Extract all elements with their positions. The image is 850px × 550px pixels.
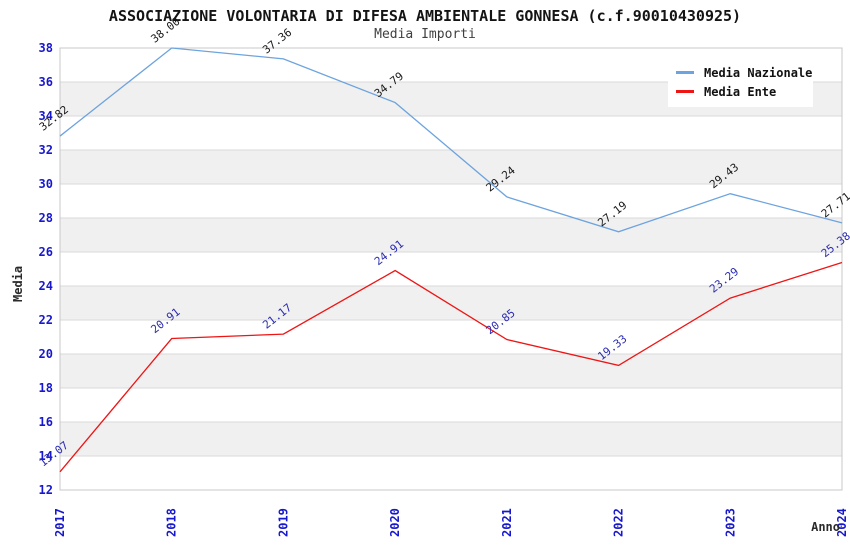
svg-text:27.71: 27.71	[819, 190, 850, 221]
svg-text:18: 18	[39, 381, 53, 395]
series-line-media-nazionale	[59, 47, 843, 233]
svg-text:34: 34	[39, 109, 53, 123]
x-tick-labels: 2017 2018 2019 2020 2021 2022 2023 2024	[53, 508, 849, 537]
legend-label-media-ente: Media Ente	[704, 84, 777, 99]
svg-text:12: 12	[39, 483, 53, 497]
svg-text:2023: 2023	[723, 508, 737, 537]
svg-text:26: 26	[39, 245, 53, 259]
svg-text:28: 28	[39, 211, 53, 225]
chart-subtitle: Media Importi	[374, 27, 476, 42]
svg-text:2024: 2024	[835, 508, 849, 537]
svg-text:38.00: 38.00	[149, 15, 183, 46]
plot-border	[59, 47, 843, 491]
series-line-media-ente	[59, 261, 843, 473]
legend-item-media-ente: Media Ente	[676, 82, 813, 101]
svg-text:32: 32	[39, 143, 53, 157]
svg-text:2018: 2018	[165, 508, 179, 537]
legend: Media Nazionale Media Ente	[668, 57, 813, 107]
plot-bands	[60, 82, 842, 456]
svg-text:14: 14	[39, 449, 53, 463]
svg-text:32.82: 32.82	[37, 103, 71, 134]
svg-text:16: 16	[39, 415, 53, 429]
gridlines	[60, 81, 842, 457]
legend-swatch-media-nazionale	[676, 71, 694, 74]
legend-label-media-nazionale: Media Nazionale	[704, 65, 813, 80]
svg-text:2022: 2022	[612, 508, 626, 537]
y-tick-labels: 12 14 16 18 20 22 24 26 28 30 32 34 36 38	[39, 41, 53, 497]
legend-swatch-media-ente	[676, 90, 694, 93]
svg-text:24: 24	[39, 279, 53, 293]
svg-text:2019: 2019	[276, 508, 290, 537]
svg-text:37.36: 37.36	[260, 26, 294, 57]
svg-text:22: 22	[39, 313, 53, 327]
svg-text:36: 36	[39, 75, 53, 89]
x-axis-title: Anno	[811, 520, 840, 534]
legend-item-media-nazionale: Media Nazionale	[676, 63, 813, 82]
svg-text:2021: 2021	[500, 508, 514, 537]
y-axis-title: Media	[11, 266, 25, 302]
svg-text:2020: 2020	[388, 508, 402, 537]
svg-text:2017: 2017	[53, 508, 67, 537]
chart-title: ASSOCIAZIONE VOLONTARIA DI DIFESA AMBIEN…	[108, 7, 742, 25]
svg-text:38: 38	[39, 41, 53, 55]
svg-text:20: 20	[39, 347, 53, 361]
svg-text:30: 30	[39, 177, 53, 191]
